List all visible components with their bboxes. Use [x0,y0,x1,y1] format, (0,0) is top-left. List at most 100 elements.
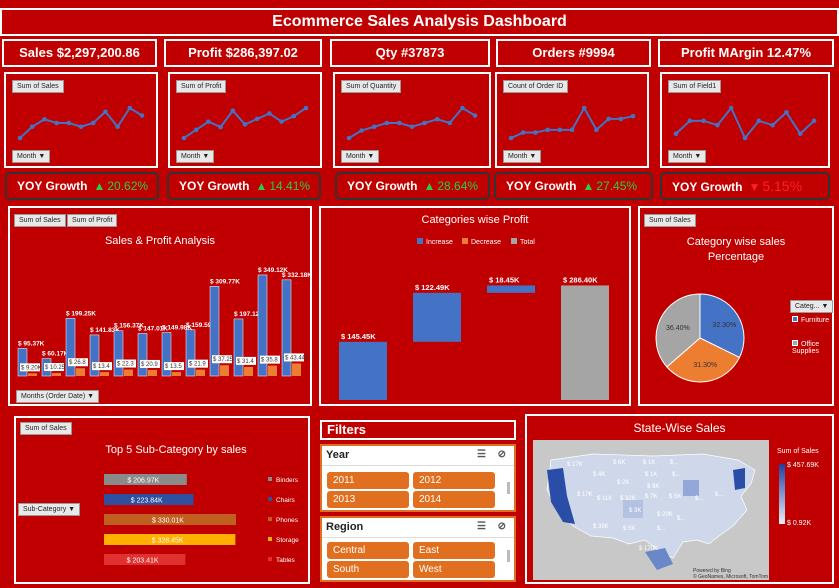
profit-label-box [116,359,136,368]
subcategory-legend-label: Binders [276,477,299,484]
year-2011[interactable]: 2011 [327,472,409,489]
sales-data-label: $ 197.12K [234,311,264,318]
sparkline-panel: Sum of Profit Month ▼ [168,72,322,168]
months-filter-dropdown[interactable]: Months (Order Date) ▼ [16,390,100,403]
category-filter-dropdown[interactable]: Categ... ▼ [790,300,834,313]
filters-title: Filters [320,420,516,440]
profit-label-box [236,356,256,365]
sum-of-sales-button[interactable]: Sum of Sales [644,214,696,227]
sparkline-point [715,122,720,128]
state-sales-title: State-Wise Sales [633,421,726,435]
state-sales-label: $ 1K [643,460,656,466]
subcategory-legend-label: Chairs [276,497,296,504]
category-sales-panel: Sum of Sales Category wise sales Percent… [638,206,834,406]
dashboard-title: Ecommerce Sales Analysis Dashboard [0,8,839,36]
year-slicer-label: Year [326,449,350,461]
month-filter-label: Month [673,153,693,160]
month-filter-dropdown[interactable]: Month ▼ [12,150,51,163]
multi-select-icon[interactable]: ☰ [477,449,486,460]
sparkline-point [291,113,297,119]
sparkline-point [569,127,575,133]
legend-swatch [792,340,798,346]
yoy-arrow-up-icon: ▲ [582,179,595,193]
field-button[interactable]: Sum of Field1 [668,80,722,93]
field-button[interactable]: Sum of Sales [12,80,64,93]
sum-of-profit-button[interactable]: Sum of Profit [67,214,118,227]
sparkline-point [54,120,59,126]
sales-bar [185,329,196,377]
state-sales-panel: State-Wise Sales $ 17K $ 6K $ 1K $... $ 4K $ … [525,414,834,584]
month-filter-dropdown[interactable]: Month ▼ [176,150,215,163]
sales-profit-panel: Sum of Sales Sum of Profit Sales & Profi… [8,206,312,406]
sparkline-panel: Count of Order ID Month ▼ [495,72,649,168]
slicer-scrollbar[interactable] [507,482,510,494]
state-sales-label: $ 9K [647,484,660,490]
sales-profit-chart: $ 95.37K $ 9.20K $ 60.17K $ 10.25K $ 199.25K… [17,267,310,377]
sales-bar [89,334,100,377]
region-south[interactable]: South [327,561,409,578]
field-button[interactable]: Count of Order ID [503,80,569,93]
map-legend-gradient [779,464,785,524]
pie-slice [666,337,741,383]
sales-bar [65,318,76,377]
clear-filter-icon[interactable]: ⊘ [497,521,506,532]
region-central[interactable]: Central [327,542,409,559]
top5-title: Top 5 Sub-Category by sales [105,444,247,456]
sparkline-chart [508,105,636,141]
waterfall-bar [487,285,535,293]
sparkline-point [594,127,599,133]
sparkline-point [797,131,803,137]
month-filter-label: Month [508,153,528,160]
clear-filter-icon[interactable]: ⊘ [497,449,506,460]
month-filter-label: Month [346,153,366,160]
sparkline-point [139,113,145,118]
state-sales-label: $... [672,472,681,478]
field-button[interactable]: Sum of Profit [176,80,227,93]
sparkline-point [728,105,734,111]
sparkline-panel: Sum of Field1 Month ▼ [660,72,830,168]
map-credit: Powered by Bing [693,568,731,574]
map-area[interactable] [533,440,769,580]
sub-category-filter-dropdown[interactable]: Sub-Category ▼ [18,503,81,516]
field-button[interactable]: Sum of Quantity [341,80,402,93]
sparkline-point [230,108,236,114]
year-2012[interactable]: 2012 [413,472,495,489]
profit-bar [244,366,253,376]
sales-data-label: $ 199.25K [66,310,96,317]
month-filter-dropdown[interactable]: Month ▼ [341,150,380,163]
months-filter-label: Months (Order Date) [21,393,86,400]
us-map [546,453,756,570]
subcategory-data-label: $ 330.01K [152,518,184,525]
sparkline-point [520,130,526,135]
pie-slice [655,293,701,368]
region-east[interactable]: East [413,542,495,559]
subcategory-bar [104,534,236,545]
legend-label: Decrease [471,239,501,246]
sparkline-point [606,116,611,122]
legend-label: Furniture [801,317,830,324]
profit-label-box [140,359,160,368]
profit-bar [100,372,109,376]
year-2014[interactable]: 2014 [413,491,495,508]
sparkline-point [460,105,465,111]
subcategory-legend-label: Tables [276,557,296,564]
sum-of-sales-button[interactable]: Sum of Sales [20,422,72,435]
region-west[interactable]: West [413,561,495,578]
month-filter-dropdown[interactable]: Month ▼ [503,150,542,163]
sparkline-point [581,105,587,111]
month-filter-dropdown[interactable]: Month ▼ [668,150,707,163]
legend-total: Total [511,238,535,246]
month-filter-label: Month [17,153,37,160]
multi-select-icon[interactable]: ☰ [477,521,486,532]
chevron-down-icon: ▼ [36,153,46,160]
year-2013[interactable]: 2013 [327,491,409,508]
state-sales-label: $ 1K [645,472,658,478]
sales-bar [113,330,124,377]
subcategory-bar [104,554,186,565]
sum-of-sales-button[interactable]: Sum of Sales [14,214,66,227]
slicer-scrollbar[interactable] [507,550,510,562]
chevron-down-icon: ▼ [68,506,76,513]
yoy-qty: YOY Growth ▲ 28.64% [335,172,490,200]
sparkline-line [510,105,634,139]
sales-profit-title: Sales & Profit Analysis [104,235,216,247]
